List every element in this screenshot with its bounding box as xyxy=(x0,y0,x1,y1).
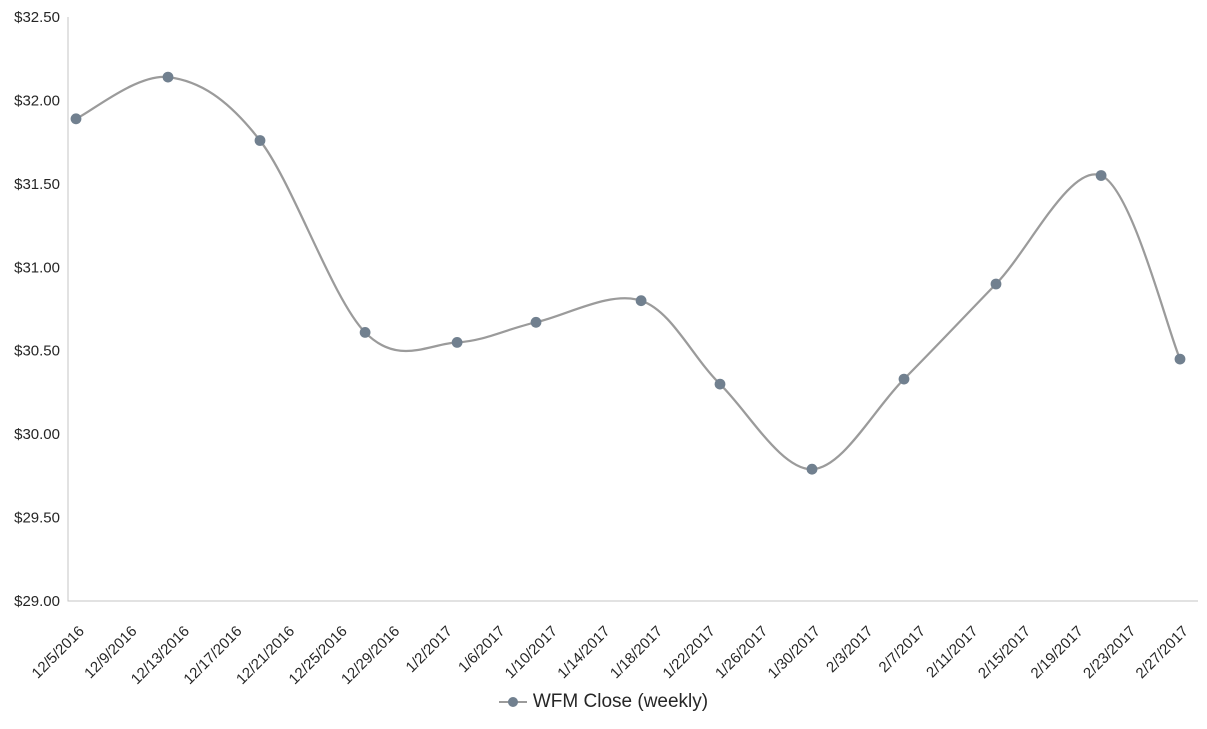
y-axis-tick-label: $30.50 xyxy=(14,343,60,360)
x-axis-tick-label: 1/26/2017 xyxy=(712,623,771,682)
chart-legend: WFM Close (weekly) xyxy=(0,690,1207,714)
x-axis-tick-label: 1/6/2017 xyxy=(455,623,508,676)
data-point-marker xyxy=(898,373,910,385)
y-axis-tick-label: $30.00 xyxy=(14,426,60,443)
legend-line-marker-icon xyxy=(498,697,527,707)
y-axis-tick-label: $29.50 xyxy=(14,510,60,527)
data-point-marker xyxy=(714,378,726,390)
x-axis-tick-label: 2/19/2017 xyxy=(1028,623,1087,682)
y-axis-tick-label: $32.50 xyxy=(14,9,60,26)
line-chart-plot-area: $29.00 $29.50 $30.00 $30.50 $31.00 $31.50 $32.… xyxy=(14,9,1198,688)
data-point-marker xyxy=(70,113,82,125)
x-axis-tick-label: 1/22/2017 xyxy=(660,623,719,682)
x-axis-tick-label: 1/2/2017 xyxy=(403,623,456,676)
x-axis-tick-label: 1/14/2017 xyxy=(554,623,613,682)
x-axis-tick-label: 2/3/2017 xyxy=(823,623,876,676)
legend-label: WFM Close (weekly) xyxy=(532,691,709,712)
data-point-marker xyxy=(1095,170,1107,181)
x-axis-tick-label: 2/7/2017 xyxy=(876,623,929,676)
data-point-marker xyxy=(806,463,818,475)
data-point-marker xyxy=(162,71,174,83)
x-axis-tick-label: 1/18/2017 xyxy=(607,623,666,682)
x-axis-tick-label: 2/27/2017 xyxy=(1133,623,1192,682)
x-axis-tick-label: 2/23/2017 xyxy=(1080,623,1139,682)
x-axis-tick-label: 12/5/2016 xyxy=(29,623,88,682)
x-axis-tick-label: 1/30/2017 xyxy=(765,623,824,682)
series-line xyxy=(74,75,1182,471)
x-axis-tick-label: 2/11/2017 xyxy=(923,623,981,681)
axis-lines xyxy=(67,17,1198,602)
x-axis-tick-label: 2/15/2017 xyxy=(975,623,1034,682)
data-point-marker xyxy=(990,278,1002,290)
data-point-marker xyxy=(530,316,542,328)
data-point-marker xyxy=(359,327,371,338)
y-axis-tick-label: $29.00 xyxy=(14,593,60,610)
data-point-marker xyxy=(635,295,647,307)
data-point-marker xyxy=(451,337,463,348)
y-axis-tick-label: $32.00 xyxy=(14,92,60,109)
data-point-marker xyxy=(254,135,266,146)
y-axis-tick-label: $31.00 xyxy=(14,259,60,276)
y-axis-tick-label: $31.50 xyxy=(14,176,60,193)
x-axis-tick-label: 1/10/2017 xyxy=(502,623,561,682)
data-point-marker xyxy=(1174,353,1186,365)
